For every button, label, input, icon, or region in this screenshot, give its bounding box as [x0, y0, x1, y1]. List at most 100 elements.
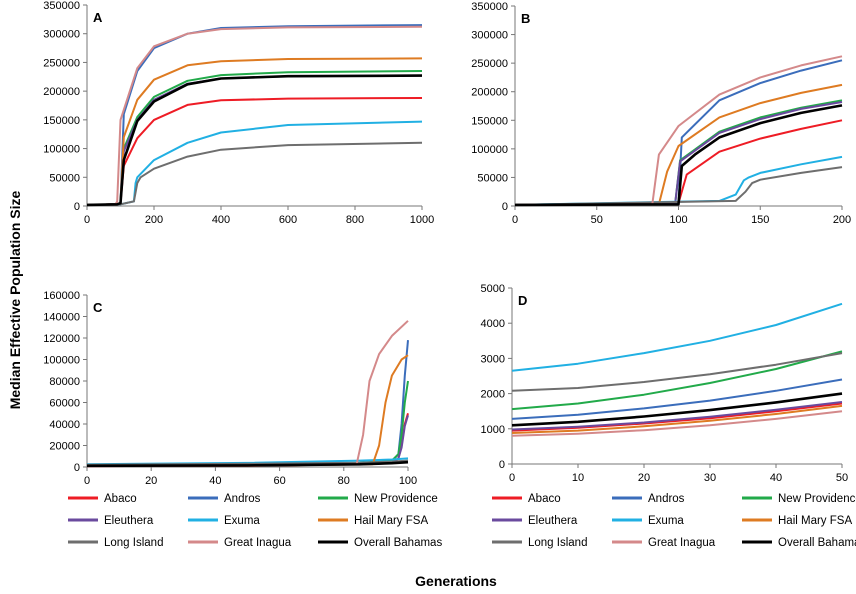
x-tick-label: 0 — [84, 475, 90, 487]
y-tick-label: 50000 — [49, 172, 80, 184]
x-tick-label: 30 — [704, 472, 716, 484]
y-tick-label: 0 — [74, 462, 80, 474]
series-line-overall-bahamas — [86, 460, 409, 468]
y-tick-label: 350000 — [43, 0, 80, 12]
series-line-exuma — [511, 302, 843, 372]
legend-label: New Providence — [354, 493, 438, 505]
x-axis-title: Generations — [415, 573, 497, 589]
y-tick-label: 200000 — [471, 87, 508, 99]
y-tick-label: 300000 — [471, 30, 508, 42]
x-tick-label: 0 — [509, 472, 515, 484]
legend-label: Abaco — [104, 493, 137, 505]
legend-label: Overall Bahamas — [778, 537, 856, 549]
x-tick-label: 200 — [833, 214, 851, 226]
series-line-overall-bahamas — [514, 104, 843, 207]
x-tick-label: 1000 — [410, 214, 434, 226]
legend-label: Long Island — [104, 537, 163, 549]
panel-label: A — [93, 10, 103, 25]
legend-label: Eleuthera — [104, 515, 154, 527]
y-tick-label: 60000 — [49, 398, 80, 410]
y-tick-label: 150000 — [471, 115, 508, 127]
series-line-eleuthera — [86, 415, 409, 467]
series-line-andros — [511, 378, 843, 420]
y-tick-label: 160000 — [43, 290, 80, 302]
panel-c: C 0 20000 40000 60000 80000 100000 120000 140000… — [43, 290, 417, 487]
y-tick-label: 350000 — [471, 1, 508, 13]
series-line-great-inagua — [511, 410, 843, 437]
series-line-long-island — [514, 166, 843, 206]
legend-label: Great Inagua — [224, 537, 292, 549]
y-tick-label: 100000 — [43, 144, 80, 156]
y-tick-label: 20000 — [49, 441, 80, 453]
y-tick-label: 80000 — [49, 376, 80, 388]
y-tick-label: 3000 — [481, 353, 505, 365]
y-tick-label: 2000 — [481, 389, 505, 401]
x-tick-label: 800 — [346, 214, 364, 226]
series-line-hail-mary-fsa — [511, 404, 843, 434]
y-tick-label: 0 — [74, 201, 80, 213]
legend-label: Long Island — [528, 537, 587, 549]
series-line-hail-mary-fsa — [514, 83, 843, 206]
series-line-great-inagua — [86, 25, 423, 206]
y-tick-label: 140000 — [43, 312, 80, 324]
legend-label: Overall Bahamas — [354, 537, 442, 549]
series-line-abaco — [86, 413, 409, 468]
y-tick-label: 50000 — [477, 172, 508, 184]
y-tick-label: 100000 — [43, 355, 80, 367]
legend-label: Hail Mary FSA — [354, 515, 428, 527]
panel-d: D 0 1000 2000 3000 4000 5000 0 10 20 30 40 50 — [481, 283, 849, 484]
x-tick-label: 40 — [770, 472, 782, 484]
x-tick-label: 0 — [512, 214, 518, 226]
x-tick-label: 10 — [572, 472, 584, 484]
y-tick-label: 0 — [502, 201, 508, 213]
legend-label: Exuma — [224, 515, 260, 527]
x-tick-label: 400 — [212, 214, 230, 226]
x-tick-label: 60 — [273, 475, 285, 487]
legend-label: Exuma — [648, 515, 684, 527]
series-line-abaco — [511, 402, 843, 432]
y-tick-label: 120000 — [43, 333, 80, 345]
legend-label: Abaco — [528, 493, 561, 505]
panel-a: A 0 50000 100000 150000 200000 250000 300000 350… — [43, 0, 434, 226]
x-tick-label: 40 — [209, 475, 221, 487]
x-tick-label: 50 — [591, 214, 603, 226]
y-tick-label: 5000 — [481, 283, 505, 295]
x-tick-label: 50 — [836, 472, 848, 484]
y-tick-label: 150000 — [43, 115, 80, 127]
series-line-exuma — [86, 120, 423, 206]
y-axis-title: Median Effective Population Size — [7, 190, 23, 409]
panel-label: C — [93, 300, 103, 315]
series-line-long-island — [86, 141, 423, 206]
y-tick-label: 100000 — [471, 144, 508, 156]
series-line-abaco — [86, 97, 423, 206]
y-tick-label: 250000 — [43, 57, 80, 69]
series-line-great-inagua — [514, 55, 843, 206]
x-tick-label: 20 — [145, 475, 157, 487]
x-tick-label: 0 — [84, 214, 90, 226]
y-tick-label: 1000 — [481, 424, 505, 436]
legend-label: Andros — [224, 493, 261, 505]
legend-left: Abaco Andros New Providence Eleuthera Exuma H… — [68, 493, 442, 549]
x-tick-label: 200 — [145, 214, 163, 226]
legend-label: New Providence — [778, 493, 856, 505]
x-tick-label: 150 — [751, 214, 769, 226]
panel-b: B 0 50000 100000 150000 200000 250000 300000 350… — [471, 1, 851, 226]
legend-label: Eleuthera — [528, 515, 578, 527]
y-tick-label: 300000 — [43, 29, 80, 41]
series-line-great-inagua — [86, 320, 409, 468]
series-line-long-island — [511, 352, 843, 392]
y-tick-label: 0 — [499, 459, 505, 471]
x-tick-label: 100 — [669, 214, 687, 226]
x-tick-label: 20 — [638, 472, 650, 484]
legend-label: Hail Mary FSA — [778, 515, 852, 527]
series-line-new-providence — [511, 350, 843, 411]
x-tick-label: 100 — [399, 475, 417, 487]
panel-label: B — [521, 11, 530, 26]
series-line-overall-bahamas — [511, 392, 843, 427]
y-tick-label: 200000 — [43, 86, 80, 98]
y-tick-label: 4000 — [481, 318, 505, 330]
y-tick-label: 250000 — [471, 58, 508, 70]
legend-right: Abaco Andros New Providence Eleuthera Exuma H… — [492, 493, 856, 549]
panel-label: D — [518, 293, 527, 308]
